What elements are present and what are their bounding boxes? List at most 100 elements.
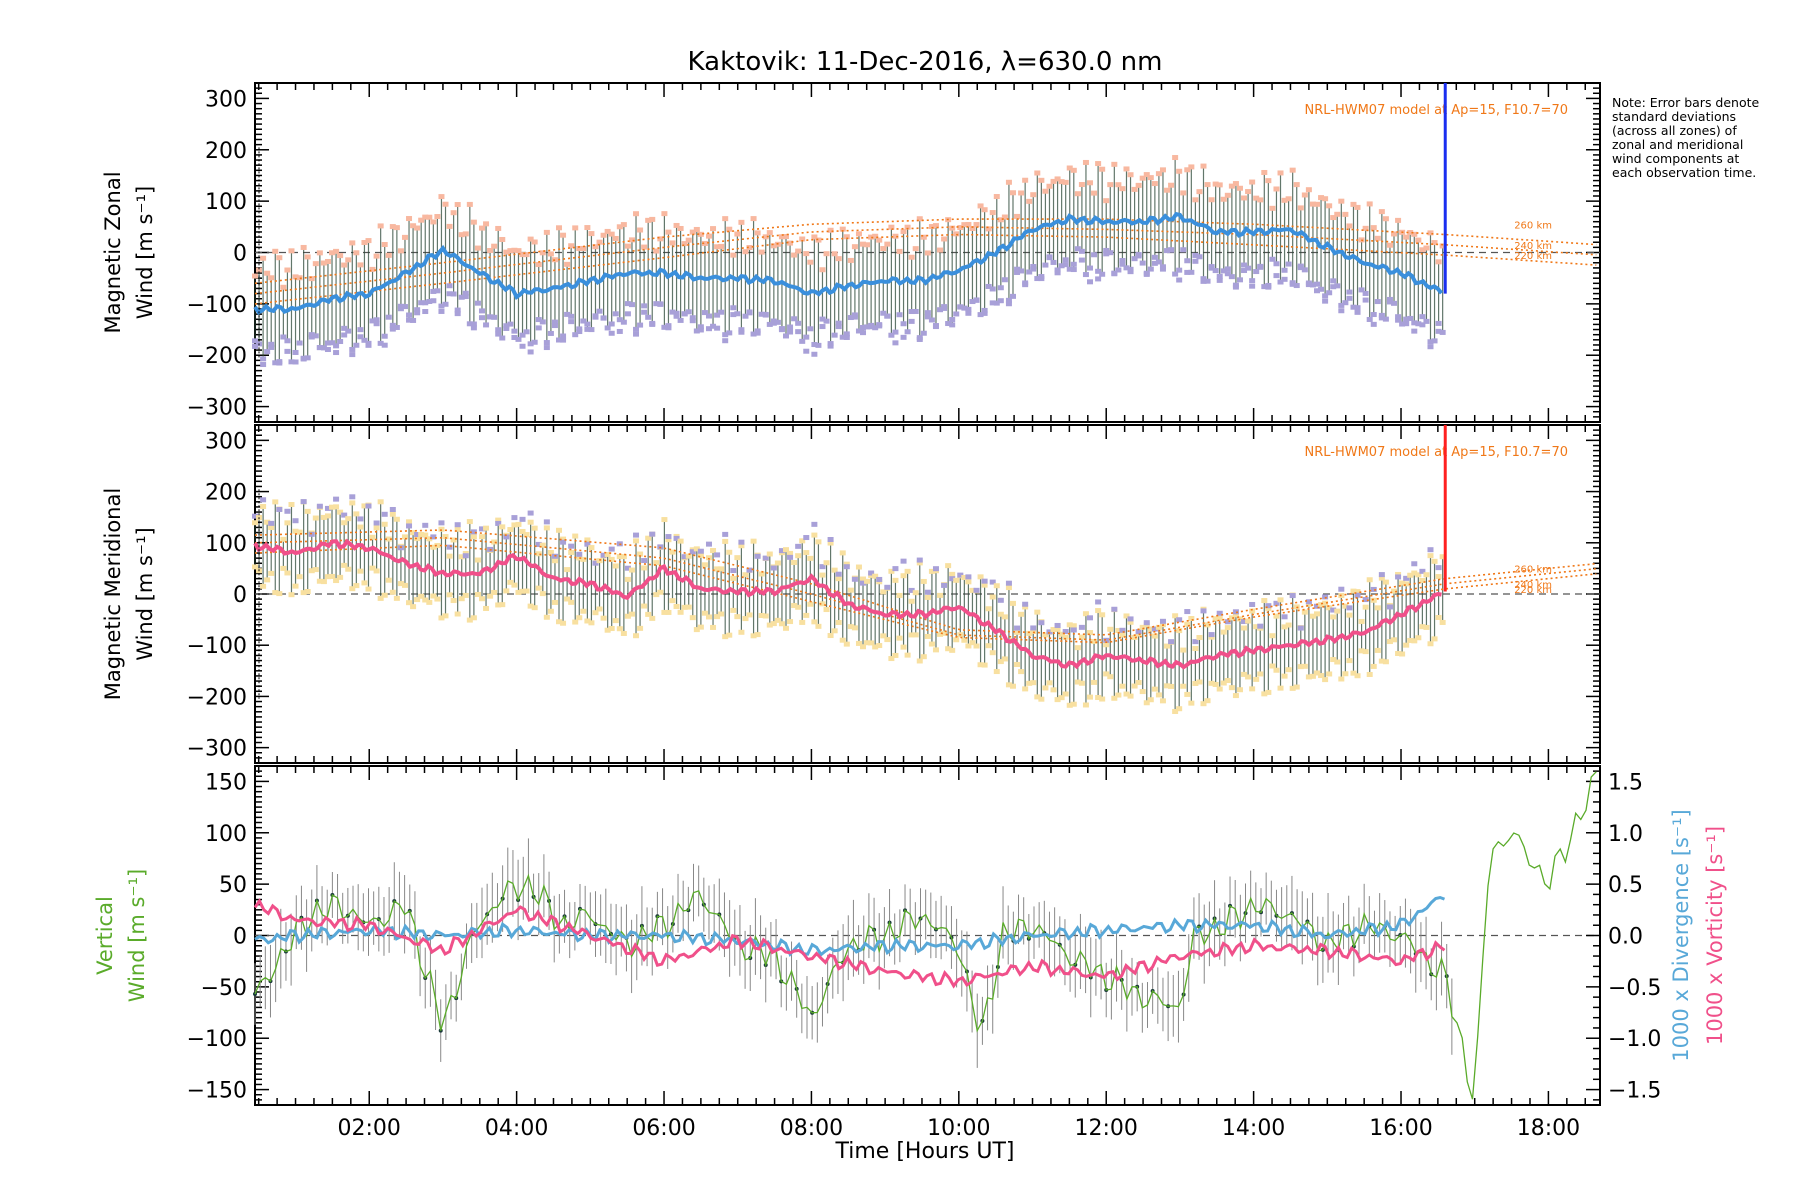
spread-marker <box>1439 554 1446 560</box>
spread-marker <box>1241 195 1248 201</box>
spread-marker <box>1301 192 1308 198</box>
scatter-point <box>1370 586 1377 592</box>
model-label: NRL-HWM07 model at Ap=15, F10.7=70 <box>1305 103 1569 118</box>
spread-marker <box>697 231 704 237</box>
x-tick-label: 06:00 <box>632 1116 695 1141</box>
spread-marker <box>1301 609 1308 615</box>
spread-marker <box>1103 247 1110 253</box>
spread-marker <box>406 519 413 525</box>
spread-marker <box>426 299 433 305</box>
scatter-point <box>1046 254 1053 260</box>
spread-marker <box>1350 304 1357 310</box>
spread-marker <box>572 533 579 539</box>
spread-marker <box>264 270 271 276</box>
spread-marker <box>474 557 481 563</box>
spread-marker <box>446 553 453 559</box>
spread-marker <box>1281 624 1288 630</box>
scatter-point <box>333 350 340 356</box>
spread-marker <box>1293 283 1300 289</box>
scatter-point <box>1200 608 1207 614</box>
scatter-point <box>584 321 591 327</box>
spread-marker <box>1334 283 1341 289</box>
scatter-point <box>324 505 331 511</box>
spread-marker <box>945 646 952 652</box>
scatter-point <box>811 351 818 357</box>
spread-marker <box>1147 626 1154 632</box>
spread-marker <box>1103 198 1110 204</box>
scatter-point <box>730 568 737 574</box>
spread-marker <box>1350 670 1357 676</box>
spread-marker <box>1245 189 1252 195</box>
spread-marker <box>945 563 952 569</box>
spread-marker <box>1354 589 1361 595</box>
scatter-point <box>738 539 745 545</box>
spread-marker <box>799 538 806 544</box>
spread-marker <box>754 632 761 638</box>
spread-marker <box>1212 681 1219 687</box>
spread-marker <box>316 578 323 584</box>
scatter-point <box>1289 593 1296 599</box>
spread-marker <box>1042 632 1049 638</box>
spread-marker <box>645 217 652 223</box>
scatter-point <box>900 558 907 564</box>
spread-marker <box>515 336 522 342</box>
scatter-point <box>1403 321 1410 327</box>
spread-marker <box>1245 674 1252 680</box>
spread-marker <box>312 515 319 521</box>
scatter-point <box>1386 604 1393 610</box>
spread-marker <box>1305 674 1312 680</box>
error-bar-note: Note: Error bars denote standard deviati… <box>1612 95 1760 180</box>
spread-marker <box>1403 316 1410 322</box>
spread-marker <box>908 254 915 260</box>
spread-marker <box>560 232 567 238</box>
spread-marker <box>782 333 789 339</box>
spread-marker <box>928 568 935 574</box>
y2-tick-label: 0.5 <box>1608 873 1643 898</box>
spread-marker <box>470 321 477 327</box>
spread-marker <box>823 607 830 613</box>
spread-marker <box>762 234 769 240</box>
spread-marker <box>973 222 980 228</box>
spread-marker <box>1131 186 1138 192</box>
spread-marker <box>770 621 777 627</box>
scatter-point <box>1435 565 1442 571</box>
scatter-point <box>957 572 964 578</box>
spread-marker <box>478 596 485 602</box>
spread-marker <box>941 236 948 242</box>
spread-marker <box>697 552 704 558</box>
spread-marker <box>292 274 299 280</box>
spread-marker <box>742 249 749 255</box>
spread-marker <box>1001 656 1008 662</box>
spread-marker <box>1346 289 1353 295</box>
spread-marker <box>904 224 911 230</box>
spread-marker <box>1135 182 1142 188</box>
spread-marker <box>1427 230 1434 236</box>
spread-marker <box>620 554 627 560</box>
spread-marker <box>633 633 640 639</box>
spread-marker <box>361 503 368 509</box>
spread-marker <box>1366 671 1373 677</box>
scatter-point <box>454 311 461 317</box>
spread-marker <box>1354 204 1361 210</box>
spread-marker <box>418 531 425 537</box>
spread-marker <box>1391 300 1398 306</box>
spread-marker <box>1354 673 1361 679</box>
scatter-point <box>1224 271 1231 277</box>
spread-marker <box>1281 197 1288 203</box>
scatter-point <box>1265 284 1272 290</box>
spread-marker <box>551 599 558 605</box>
spread-marker <box>454 611 461 617</box>
spread-marker <box>1378 209 1385 215</box>
spread-marker <box>1374 299 1381 305</box>
spread-marker <box>1050 687 1057 693</box>
y-tick-label: −200 <box>187 685 247 710</box>
scatter-point <box>665 325 672 331</box>
spread-marker <box>714 312 721 318</box>
spread-marker <box>1322 293 1329 299</box>
spread-marker <box>795 553 802 559</box>
spread-marker <box>928 641 935 647</box>
scatter-point <box>965 574 972 580</box>
spread-marker <box>1216 182 1223 188</box>
scatter-point <box>1257 623 1264 629</box>
